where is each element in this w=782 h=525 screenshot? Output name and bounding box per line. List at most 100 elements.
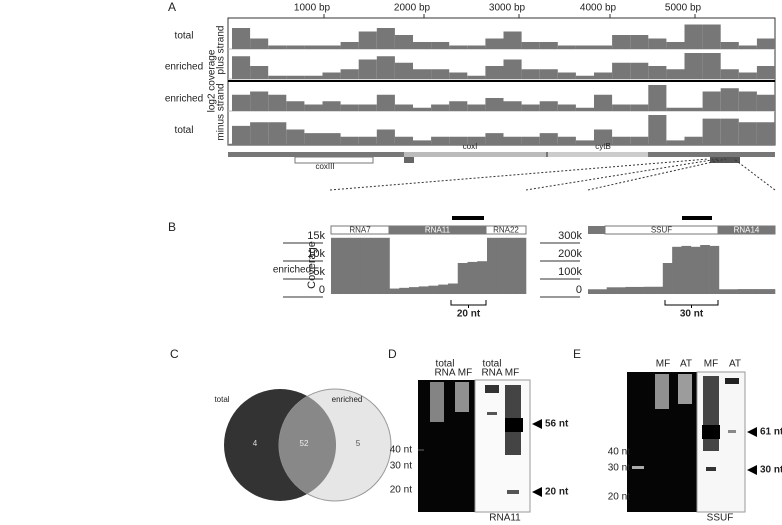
lane-label: MF (505, 368, 519, 379)
coverage-bar (394, 136, 413, 144)
coverage-bar (594, 45, 613, 49)
coverage-bar (304, 133, 323, 144)
coverage-bar (340, 237, 351, 294)
coverage-bar (612, 62, 631, 79)
coverage-bar (485, 98, 504, 111)
arrow (747, 465, 757, 475)
coverage-bar (379, 237, 390, 294)
coverage-bar (304, 75, 323, 79)
coverage-bar (286, 129, 305, 144)
caption: RNA11 (489, 513, 521, 524)
coverage-bar (738, 72, 757, 79)
coverage-bar (250, 91, 269, 111)
coverage-bar (575, 107, 594, 111)
coverage-bar (666, 42, 685, 49)
coverage-bar (539, 133, 558, 144)
coverage-bar (702, 53, 721, 79)
coverage-bar (268, 94, 287, 111)
coverage-bar (358, 31, 377, 49)
coverage-bar (720, 118, 739, 144)
coverage-bar (666, 107, 685, 111)
arrow-label: 56 nt (545, 419, 569, 430)
panel-a-layout (227, 17, 776, 191)
coverage-bar (765, 289, 776, 294)
gene-box (588, 226, 605, 234)
coverage-bar (503, 136, 522, 144)
coverage-bar (376, 129, 395, 144)
count-label: 5 (356, 439, 361, 448)
coverage-bar (431, 42, 450, 49)
coverage-bar (746, 289, 757, 294)
coverage-bar (449, 136, 468, 144)
coverage-bar (634, 286, 645, 294)
coverage-bar (521, 42, 540, 49)
track-label: total (175, 31, 194, 42)
coverage-bar (662, 263, 673, 294)
coverage-bar (399, 287, 410, 294)
coverage-bar (606, 287, 617, 294)
coverage-bar (684, 136, 703, 144)
bracket (664, 300, 719, 308)
coverage-bar (286, 75, 305, 79)
coverage-bar (268, 45, 287, 49)
marker-label: 30 nt (390, 461, 412, 472)
set-label: enriched (332, 395, 363, 404)
gene-label: RNA7 (349, 226, 371, 235)
coverage-bar (449, 45, 468, 49)
coverage-bar (557, 72, 576, 79)
marker-label: 40 nt (390, 445, 412, 456)
coverage-bar (457, 263, 468, 294)
coverage-bar (737, 289, 748, 294)
coverage-bar (720, 69, 739, 79)
coverage-bar (376, 28, 395, 49)
coverage-bar (644, 286, 654, 294)
coverage-bar (756, 122, 775, 144)
arrow (532, 487, 542, 497)
coverage-bar (612, 35, 631, 49)
coverage-bar (449, 101, 468, 111)
gene-label: RNA14 (734, 226, 760, 235)
lane-label: AT (680, 359, 692, 370)
coverage-bar (232, 56, 251, 79)
row-label: enriched (273, 265, 311, 276)
coverage-bar (557, 136, 576, 144)
coverage-bar (630, 35, 649, 49)
coverage-bar (232, 28, 251, 49)
coverage-bar (625, 286, 636, 294)
coverage-bar (485, 133, 504, 144)
panel-label: D (388, 347, 397, 361)
coverage-bar (684, 24, 703, 49)
coverage-bar (738, 91, 757, 111)
gene-label: coxIII (315, 162, 334, 171)
coverage-bar (467, 104, 486, 111)
coverage-bar (340, 104, 359, 111)
coverage-bar (350, 237, 361, 294)
coverage-bar (506, 237, 517, 294)
coverage-bar (539, 42, 558, 49)
gene-box (485, 225, 527, 235)
coverage-bar (612, 136, 631, 144)
lane-label: RNA (434, 368, 455, 379)
coverage-bar (232, 125, 251, 144)
coverage-bar (340, 136, 359, 144)
lane-label: AT (729, 359, 741, 370)
coverage-bar (681, 245, 692, 294)
coverage-bar (322, 101, 341, 111)
coverage-bar (304, 104, 323, 111)
coverage-bar (413, 69, 432, 79)
coverage-bar (358, 136, 377, 144)
coverage-bar (557, 45, 576, 49)
coverage-bar (360, 237, 371, 294)
coverage-bar (521, 136, 540, 144)
coverage-bar (690, 246, 701, 294)
coverage-bar (594, 72, 613, 79)
gene-label: RNA22 (493, 226, 519, 235)
coverage-bar (557, 104, 576, 111)
coverage-bar (370, 237, 381, 294)
coverage-bar (738, 122, 757, 144)
ruler-label: 5000 bp (665, 3, 702, 14)
gene-label: RNA11 (425, 226, 451, 235)
lane-label: total (483, 359, 502, 370)
coverage-bar (428, 285, 439, 294)
coverage-bar (648, 115, 667, 144)
